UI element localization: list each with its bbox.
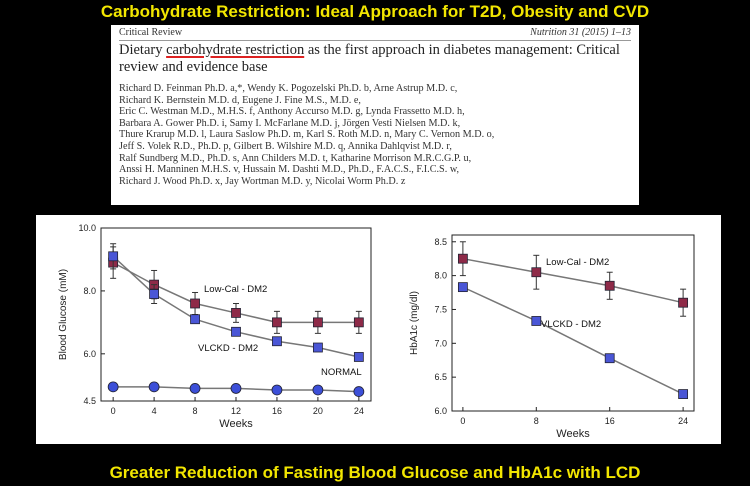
paper-title-post: as the first approach in diabetes manage… — [119, 42, 620, 75]
paper-title-highlight: carbohydrate restriction — [166, 42, 305, 58]
data-point — [190, 314, 200, 325]
data-point — [353, 317, 364, 328]
data-point — [148, 381, 160, 393]
data-point — [108, 251, 119, 262]
x-tick-label: 12 — [231, 406, 241, 416]
series-label: NORMAL — [321, 367, 362, 378]
x-tick-label: 20 — [313, 406, 323, 416]
author-line: Richard D. Feinman Ph.D. a,*, Wendy K. P… — [119, 83, 458, 94]
data-point — [531, 267, 542, 278]
data-point — [353, 386, 365, 397]
data-point — [272, 317, 282, 328]
charts-svg: 0 4 8 12 16 20 24 4.5 6.0 8.0 10.0 Weeks Blood Gluco… — [58, 223, 695, 440]
author-line: Eric C. Westman M.D., M.H.S. f, Anthony … — [119, 106, 465, 118]
slide-title: Carbohydrate Restriction: Ideal Approach… — [100, 2, 650, 21]
data-point — [678, 389, 689, 399]
data-point — [231, 326, 241, 337]
x-tick-label: 24 — [354, 406, 364, 416]
y-tick-label: 10.0 — [78, 223, 96, 233]
paper-title-pre: Dietary — [119, 42, 167, 58]
series-line — [462, 257, 684, 304]
x-tick-label: 16 — [272, 406, 282, 416]
author-line: Jeff S. Volek R.D., Ph.D. p, Gilbert B. … — [119, 140, 452, 152]
charts-panel: 0 4 8 12 16 20 24 4.5 6.0 8.0 10.0 Weeks Blood Gluco… — [36, 215, 721, 444]
series-label: Low-Cal - DM2 — [546, 257, 609, 268]
author-line: Barbara A. Gower Ph.D. i, Samy I. McFarl… — [119, 117, 461, 129]
paper-title: Dietary carbohydrate restriction as the … — [119, 42, 629, 76]
author-line: Thure Krarup M.D. l, Laura Saslow Ph.D. … — [119, 129, 495, 141]
author-line: Richard J. Wood Ph.D. x, Jay Wortman M.D… — [119, 175, 406, 187]
y-axis-label: Blood Glucose (mM) — [58, 269, 69, 360]
plot-frame — [451, 234, 695, 412]
author-line: Anssi H. Manninen M.H.S. v, Hussain M. D… — [119, 164, 460, 176]
paper-journal: Nutrition 31 (2015) 1–13 — [530, 27, 631, 38]
author-line: Richard K. Bernstein M.D. d, Eugene J. F… — [119, 94, 361, 106]
y-tick-label: 6.5 — [434, 372, 447, 382]
data-point — [457, 253, 468, 264]
data-point — [457, 282, 468, 293]
y-axis-label: HbA1c (mg/dl) — [409, 291, 420, 355]
data-point — [190, 298, 200, 309]
y-tick-label: 6.0 — [83, 349, 96, 359]
data-point — [531, 316, 542, 326]
x-tick-label: 16 — [605, 416, 615, 426]
y-tick-label: 7.0 — [434, 338, 447, 348]
data-point — [272, 336, 282, 347]
paper-header-rule — [119, 40, 631, 41]
series-line — [462, 286, 684, 395]
x-axis-label: Weeks — [219, 418, 253, 430]
series-label: Low-Cal - DM2 — [204, 284, 267, 295]
x-tick-label: 24 — [678, 416, 688, 426]
x-tick-label: 8 — [534, 416, 539, 426]
series-label: VLCKD - DM2 — [198, 343, 258, 354]
slide-caption: Greater Reduction of Fasting Blood Gluco… — [109, 463, 641, 482]
series-label: VLCKD - DM2 — [541, 319, 601, 330]
x-tick-label: 0 — [111, 406, 116, 416]
x-tick-label: 0 — [460, 416, 465, 426]
data-point — [312, 342, 323, 353]
author-line: Ralf Sundberg M.D., Ph.D. s, Ann Childer… — [119, 152, 472, 164]
paper-section: Critical Review — [119, 27, 183, 38]
data-point — [604, 353, 615, 364]
data-point — [312, 384, 324, 396]
data-point — [149, 289, 159, 299]
paper-excerpt: Critical Review Nutrition 31 (2015) 1–13… — [111, 25, 639, 205]
data-point — [107, 381, 119, 393]
y-tick-label: 8.0 — [434, 271, 447, 281]
x-tick-label: 8 — [193, 406, 198, 416]
y-tick-label: 6.0 — [434, 406, 447, 416]
data-point — [312, 317, 323, 328]
data-point — [230, 383, 242, 394]
y-tick-label: 8.5 — [434, 237, 447, 247]
data-point — [678, 297, 689, 308]
data-point — [271, 384, 283, 396]
data-point — [353, 352, 364, 362]
data-point — [189, 383, 201, 394]
y-tick-label: 4.5 — [83, 396, 96, 406]
y-tick-label: 8.0 — [83, 286, 96, 296]
x-tick-label: 4 — [152, 406, 157, 416]
y-tick-label: 7.5 — [434, 304, 447, 314]
paper-authors: Richard D. Feinman Ph.D. a,*, Wendy K. P… — [119, 83, 634, 187]
data-point — [604, 280, 615, 291]
data-point — [231, 308, 241, 318]
x-axis-label: Weeks — [556, 428, 590, 440]
